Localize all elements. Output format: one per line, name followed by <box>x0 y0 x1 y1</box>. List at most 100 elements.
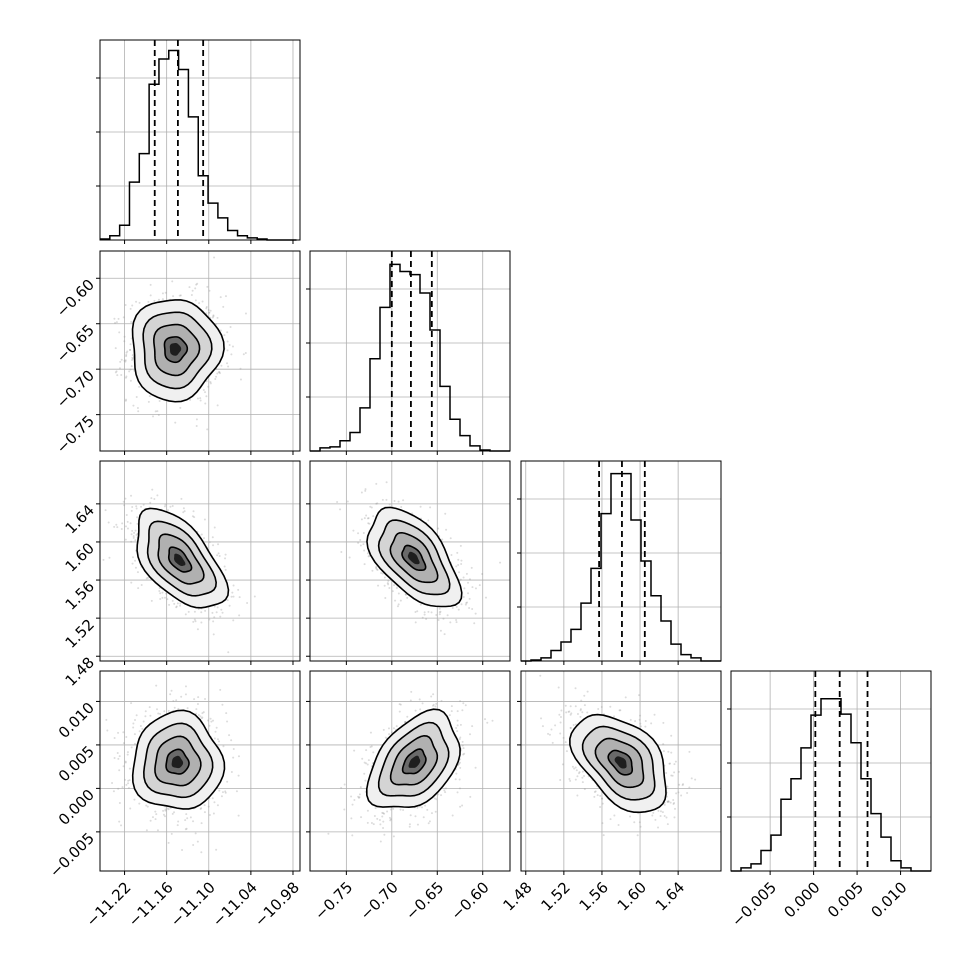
scatter-point <box>468 578 471 581</box>
scatter-point <box>662 750 665 753</box>
scatter-point <box>216 316 219 319</box>
scatter-point <box>184 819 187 822</box>
axes-frame <box>99 670 301 872</box>
scatter-point <box>202 711 205 714</box>
density-fill <box>408 755 421 768</box>
scatter-point <box>194 620 197 623</box>
scatter-point <box>125 351 128 354</box>
scatter-point <box>237 814 240 817</box>
scatter-point <box>230 739 233 742</box>
scatter-point <box>107 521 110 524</box>
scatter-point <box>192 510 195 513</box>
scatter-point <box>462 576 465 579</box>
scatter-point <box>670 774 673 777</box>
scatter-point <box>213 256 216 259</box>
scatter-point <box>171 599 174 602</box>
scatter-point <box>366 763 369 766</box>
scatter-point <box>443 789 446 792</box>
scatter-point <box>218 370 221 373</box>
scatter-point <box>150 497 153 500</box>
scatter-point <box>132 556 135 559</box>
scatter-point <box>177 820 180 823</box>
scatter-point <box>458 778 461 781</box>
scatter-point <box>366 552 369 555</box>
scatter-point <box>226 340 229 343</box>
scatter-point <box>151 488 154 491</box>
scatter-point <box>138 301 141 304</box>
scatter-point <box>231 591 234 594</box>
contour-line <box>136 507 230 609</box>
scatter-point <box>137 410 140 413</box>
scatter-point <box>639 722 642 725</box>
scatter-point <box>157 712 160 715</box>
scatter-point <box>450 553 453 556</box>
scatter-point <box>455 618 458 621</box>
scatter-point <box>232 619 235 622</box>
contour-line <box>157 533 205 585</box>
scatter-point <box>130 581 133 584</box>
scatter-point <box>118 769 121 772</box>
scatter-point <box>132 536 135 539</box>
scatter-point <box>164 808 167 811</box>
scatter-point <box>439 629 442 632</box>
scatter-point <box>133 742 136 745</box>
density-panel-3-2 <box>517 670 722 875</box>
scatter-point <box>147 576 150 579</box>
scatter-point <box>172 699 175 702</box>
scatter-point <box>153 299 156 302</box>
scatter-point <box>158 587 161 590</box>
scatter-point <box>124 525 127 528</box>
scatter-point <box>122 742 125 745</box>
scatter-point <box>212 812 215 815</box>
scatter-point <box>464 704 467 707</box>
scatter-point <box>228 734 231 737</box>
scatter-point <box>463 587 466 590</box>
scatter-point <box>129 348 132 351</box>
scatter-point <box>340 550 343 553</box>
scatter-point <box>226 331 229 334</box>
scatter-point <box>474 587 477 590</box>
scatter-point <box>376 568 379 571</box>
scatter-point <box>416 823 419 826</box>
scatter-point <box>465 601 468 604</box>
density-fill <box>174 553 186 567</box>
scatter-point <box>147 300 150 303</box>
scatter-point <box>161 292 164 295</box>
scatter-point <box>215 611 218 614</box>
scatter-point <box>161 298 164 301</box>
scatter-point <box>212 719 215 722</box>
scatter-point <box>175 606 178 609</box>
scatter-point <box>217 371 220 374</box>
scatter-point <box>670 751 673 754</box>
scatter-point <box>230 595 233 598</box>
scatter-point <box>208 724 211 727</box>
scatter-point <box>139 725 142 728</box>
scatter-point <box>372 515 375 518</box>
scatter-point <box>391 590 394 593</box>
scatter-point <box>133 798 136 801</box>
scatter-point <box>195 425 198 428</box>
scatter-point <box>124 538 127 541</box>
scatter-point <box>428 820 431 823</box>
scatter-point <box>116 526 119 529</box>
scatter-point <box>127 782 130 785</box>
scatter-point <box>455 621 458 624</box>
scatter-point <box>149 501 152 504</box>
scatter-point <box>423 611 426 614</box>
scatter-point <box>130 509 133 512</box>
scatter-point <box>136 516 139 519</box>
scatter-point <box>200 807 203 810</box>
scatter-point <box>129 348 132 351</box>
scatter-point <box>182 507 185 510</box>
scatter-point <box>140 505 143 508</box>
scatter-point <box>205 307 208 310</box>
contour-line <box>167 546 193 573</box>
scatter-point <box>581 776 584 779</box>
scatter-point <box>175 605 178 608</box>
scatter-point <box>471 607 474 610</box>
scatter-point <box>382 827 385 830</box>
scatter-point <box>120 824 123 827</box>
scatter-point <box>394 599 397 602</box>
scatter-point <box>211 611 214 614</box>
contour-line <box>142 311 213 390</box>
